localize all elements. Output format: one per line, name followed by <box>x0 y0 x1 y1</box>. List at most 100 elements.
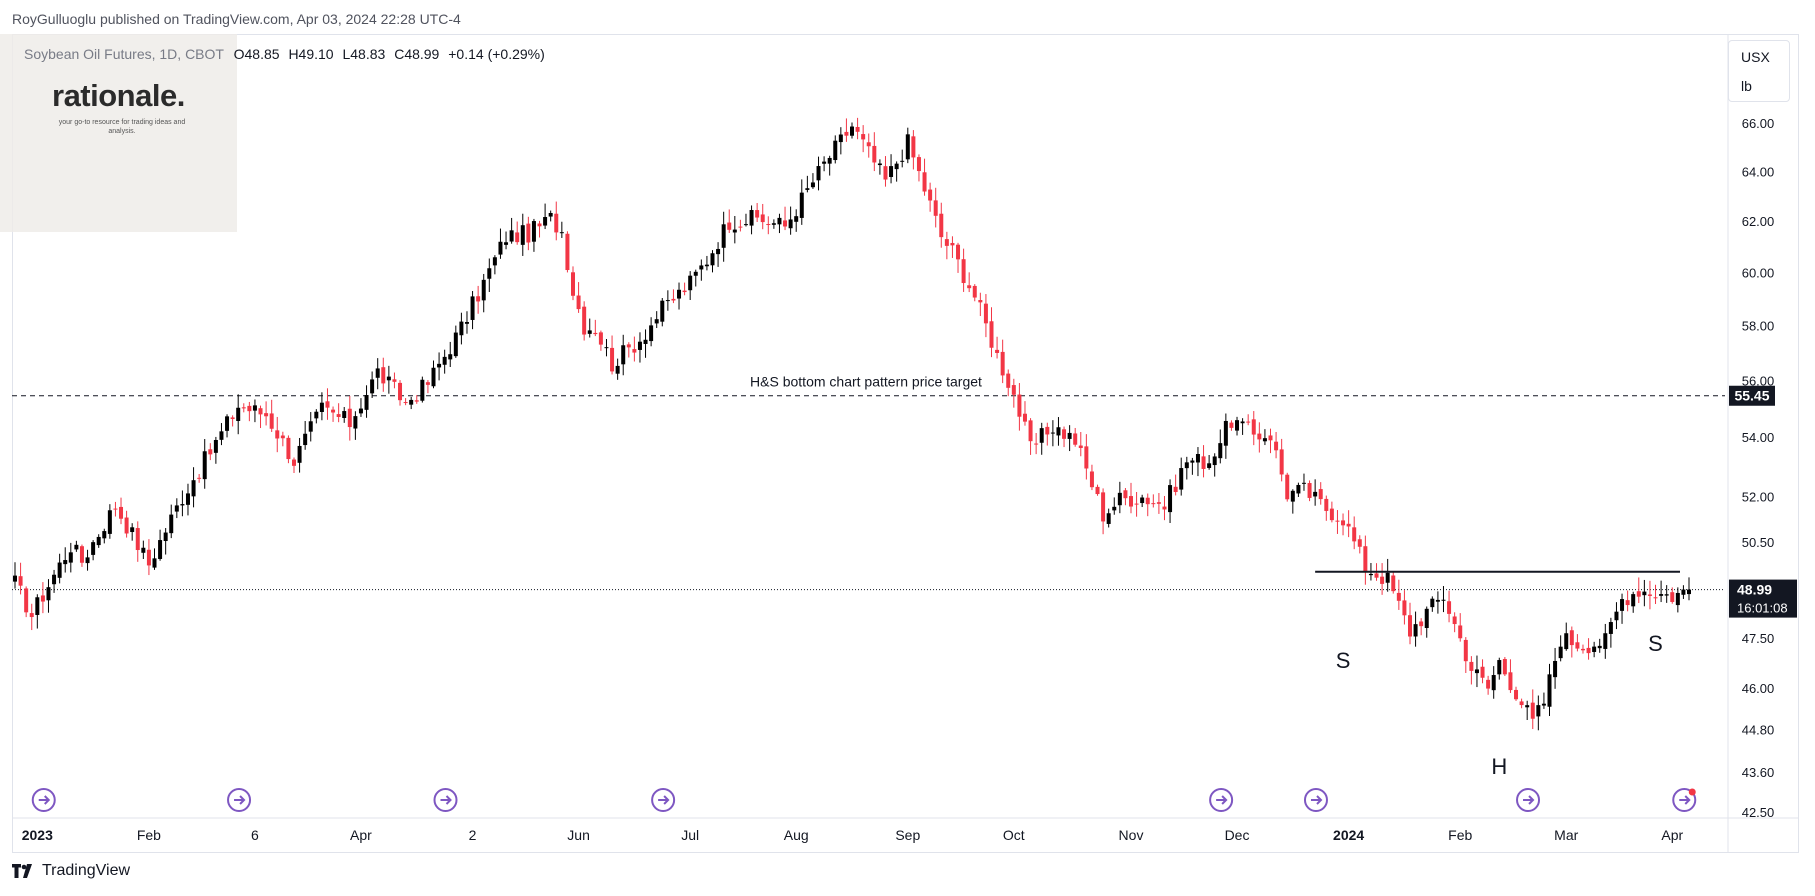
candle-body[interactable] <box>1631 594 1636 607</box>
candle-body[interactable] <box>325 401 330 408</box>
candle-body[interactable] <box>632 349 637 353</box>
candle-body[interactable] <box>1491 675 1496 691</box>
candle-body[interactable] <box>1000 351 1005 376</box>
candle-body[interactable] <box>102 531 107 539</box>
chart-frame[interactable] <box>12 34 1799 853</box>
candle-body[interactable] <box>743 224 748 226</box>
candle-body[interactable] <box>989 321 994 348</box>
candle-body[interactable] <box>838 134 843 143</box>
candle-body[interactable] <box>308 421 313 432</box>
candle-body[interactable] <box>219 431 224 440</box>
candle-body[interactable] <box>1045 426 1050 435</box>
candle-body[interactable] <box>275 430 280 439</box>
candle-body[interactable] <box>548 212 553 217</box>
candle-body[interactable] <box>1435 599 1440 602</box>
candle-body[interactable] <box>704 264 709 267</box>
candle-body[interactable] <box>1262 438 1267 442</box>
candle-body[interactable] <box>63 560 68 565</box>
candle-body[interactable] <box>386 376 391 381</box>
candle-body[interactable] <box>113 508 118 510</box>
candle-body[interactable] <box>1039 428 1044 443</box>
candle-body[interactable] <box>370 379 375 394</box>
candle-body[interactable] <box>1022 413 1027 422</box>
candle-body[interactable] <box>526 223 531 243</box>
candle-body[interactable] <box>414 400 419 402</box>
candle-body[interactable] <box>1017 394 1022 417</box>
candle-body[interactable] <box>699 265 704 270</box>
event-marker-icon[interactable] <box>433 788 458 812</box>
candle-body[interactable] <box>1290 490 1295 502</box>
candle-body[interactable] <box>889 166 894 177</box>
candle-body[interactable] <box>716 248 721 255</box>
candle-body[interactable] <box>587 330 592 334</box>
candle-body[interactable] <box>1653 597 1658 599</box>
candle-body[interactable] <box>916 157 921 172</box>
candle-body[interactable] <box>1028 420 1033 442</box>
candle-body[interactable] <box>833 140 838 161</box>
candle-body[interactable] <box>961 259 966 284</box>
candle-body[interactable] <box>1642 591 1647 596</box>
candle-body[interactable] <box>141 547 146 553</box>
candle-body[interactable] <box>710 253 715 266</box>
candle-body[interactable] <box>202 451 207 480</box>
candle-body[interactable] <box>1268 435 1273 441</box>
candle-body[interactable] <box>593 332 598 335</box>
candle-body[interactable] <box>732 229 737 233</box>
candle-body[interactable] <box>1675 592 1680 606</box>
candle-body[interactable] <box>1307 483 1312 498</box>
candle-body[interactable] <box>1553 660 1558 678</box>
candle-body[interactable] <box>1536 705 1541 717</box>
candle-body[interactable] <box>972 285 977 298</box>
candle-body[interactable] <box>1497 660 1502 675</box>
candle-body[interactable] <box>877 163 882 166</box>
candle-body[interactable] <box>615 365 620 374</box>
candle-body[interactable] <box>911 136 916 158</box>
candle-body[interactable] <box>671 298 676 301</box>
candle-body[interactable] <box>431 367 436 387</box>
candle-body[interactable] <box>470 296 475 320</box>
event-marker-icon[interactable] <box>1303 788 1328 812</box>
candle-body[interactable] <box>1402 600 1407 616</box>
candle-body[interactable] <box>1329 508 1334 521</box>
candle-body[interactable] <box>1089 471 1094 488</box>
candle-body[interactable] <box>1301 482 1306 484</box>
candle-body[interactable] <box>950 242 955 246</box>
candle-body[interactable] <box>1620 599 1625 611</box>
candle-body[interactable] <box>1441 599 1446 601</box>
candle-body[interactable] <box>1151 503 1156 505</box>
candle-body[interactable] <box>1156 502 1161 504</box>
candle-body[interactable] <box>1597 645 1602 649</box>
candle-body[interactable] <box>158 540 163 559</box>
candle-body[interactable] <box>297 445 302 463</box>
candle-body[interactable] <box>1050 432 1055 434</box>
candle-body[interactable] <box>1168 485 1173 513</box>
candle-body[interactable] <box>1530 702 1535 719</box>
candle-body[interactable] <box>1681 589 1686 595</box>
candle-body[interactable] <box>822 161 827 164</box>
candle-body[interactable] <box>554 213 559 233</box>
candle-body[interactable] <box>85 557 90 564</box>
candle-body[interactable] <box>1463 639 1468 662</box>
candle-body[interactable] <box>392 379 397 382</box>
candle-body[interactable] <box>1586 647 1591 654</box>
candle-body[interactable] <box>459 321 464 336</box>
candle-body[interactable] <box>1558 646 1563 659</box>
candle-body[interactable] <box>1391 575 1396 592</box>
candle-body[interactable] <box>331 409 336 413</box>
candle-body[interactable] <box>939 213 944 238</box>
candle-body[interactable] <box>18 576 23 586</box>
candle-body[interactable] <box>1212 456 1217 466</box>
candle-body[interactable] <box>213 439 218 453</box>
candle-body[interactable] <box>1580 648 1585 651</box>
candle-body[interactable] <box>967 285 972 289</box>
candle-body[interactable] <box>610 347 615 372</box>
candle-body[interactable] <box>1447 601 1452 614</box>
candle-body[interactable] <box>292 459 296 466</box>
candle-body[interactable] <box>1458 625 1463 639</box>
candle-body[interactable] <box>983 303 988 324</box>
candle-body[interactable] <box>1346 523 1351 527</box>
candle-body[interactable] <box>1056 427 1061 436</box>
candle-body[interactable] <box>1034 443 1039 445</box>
candle-body[interactable] <box>637 341 642 350</box>
candle-body[interactable] <box>1474 669 1479 674</box>
